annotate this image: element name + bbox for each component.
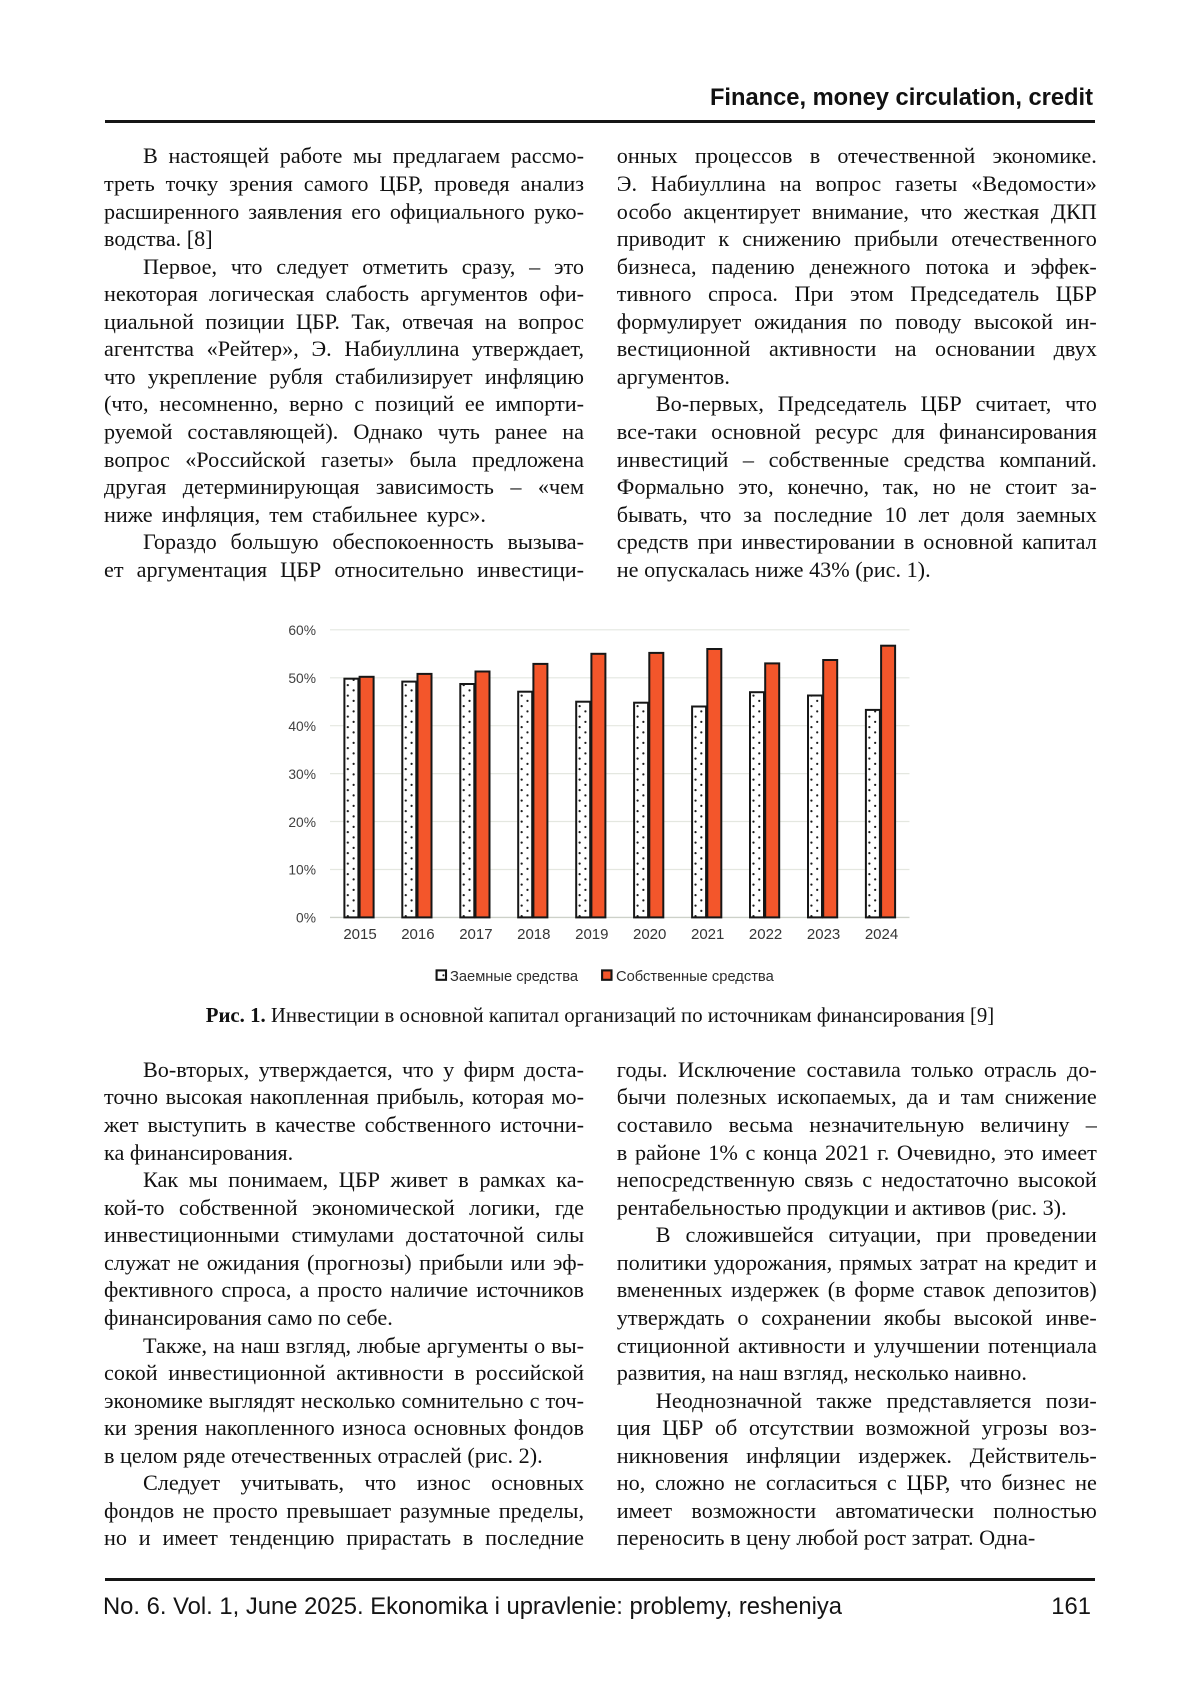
svg-text:40%: 40% bbox=[288, 719, 316, 734]
svg-text:2019: 2019 bbox=[575, 926, 608, 943]
svg-text:10%: 10% bbox=[288, 863, 316, 878]
svg-text:50%: 50% bbox=[288, 671, 316, 686]
svg-text:2016: 2016 bbox=[401, 926, 434, 943]
svg-text:2024: 2024 bbox=[865, 926, 898, 943]
svg-text:2017: 2017 bbox=[459, 926, 492, 943]
svg-text:2020: 2020 bbox=[633, 926, 666, 943]
svg-text:2015: 2015 bbox=[343, 926, 376, 943]
svg-text:2018: 2018 bbox=[517, 926, 550, 943]
svg-text:20%: 20% bbox=[288, 815, 316, 830]
svg-text:2023: 2023 bbox=[807, 926, 840, 943]
svg-text:30%: 30% bbox=[288, 767, 316, 782]
svg-text:2022: 2022 bbox=[749, 926, 782, 943]
svg-text:60%: 60% bbox=[288, 623, 316, 638]
svg-text:Собственные средства: Собственные средства bbox=[616, 969, 775, 985]
svg-text:Заемные средства: Заемные средства bbox=[450, 969, 579, 985]
svg-text:2021: 2021 bbox=[691, 926, 724, 943]
svg-text:0%: 0% bbox=[296, 911, 316, 926]
